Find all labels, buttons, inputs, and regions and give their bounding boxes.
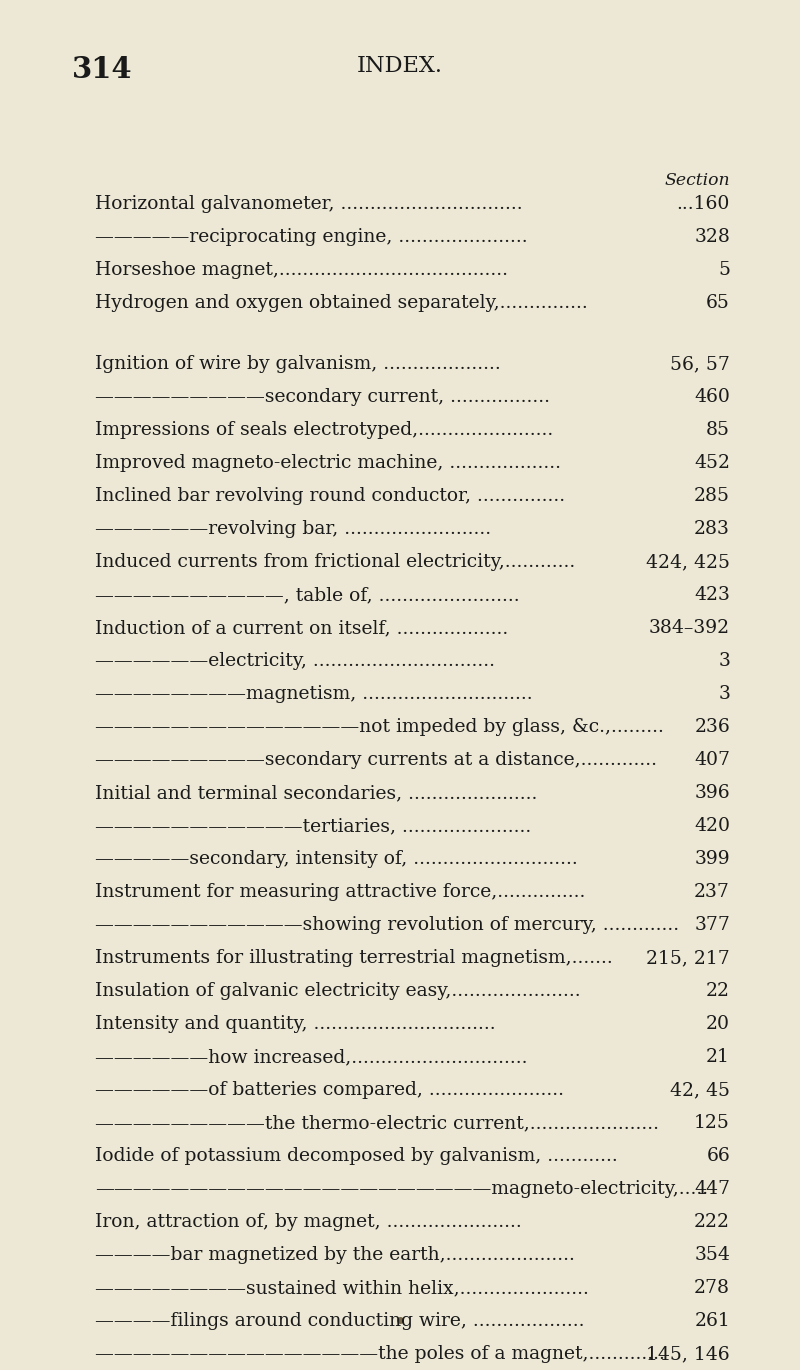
Text: 328: 328 [694, 227, 730, 247]
Text: ———————————————the poles of a magnet,.............: ———————————————the poles of a magnet,...… [95, 1345, 665, 1363]
Text: 3: 3 [718, 685, 730, 703]
Text: 407: 407 [694, 751, 730, 769]
Text: Horseshoe magnet,.......................................: Horseshoe magnet,.......................… [95, 262, 508, 279]
Text: ————filings around conducting wire, ...................: ————filings around conducting wire, ....… [95, 1312, 585, 1330]
Text: ——————electricity, ...............................: ——————electricity, .....................… [95, 652, 495, 670]
Text: ——————how increased,..............................: ——————how increased,....................… [95, 1048, 527, 1066]
Text: ...160: ...160 [677, 195, 730, 212]
Text: 5: 5 [718, 262, 730, 279]
Text: ——————of batteries compared, .......................: ——————of batteries compared, ...........… [95, 1081, 564, 1099]
Text: ———————————showing revolution of mercury, .............: ———————————showing revolution of mercury… [95, 917, 679, 934]
Text: Section: Section [664, 173, 730, 189]
Text: ————————sustained within helix,......................: ————————sustained within helix,.........… [95, 1280, 589, 1297]
Text: Iron, attraction of, by magnet, .......................: Iron, attraction of, by magnet, ........… [95, 1212, 522, 1232]
Text: 65: 65 [706, 295, 730, 312]
Text: Instruments for illustrating terrestrial magnetism,.......: Instruments for illustrating terrestrial… [95, 949, 613, 967]
Text: 396: 396 [694, 784, 730, 801]
Text: 20: 20 [706, 1015, 730, 1033]
Text: 66: 66 [706, 1147, 730, 1164]
Text: Intensity and quantity, ...............................: Intensity and quantity, ................… [95, 1015, 496, 1033]
Text: ————bar magnetized by the earth,......................: ————bar magnetized by the earth,........… [95, 1247, 575, 1265]
Text: Initial and terminal secondaries, ......................: Initial and terminal secondaries, ......… [95, 784, 538, 801]
Text: —————————————————————magneto-electricity,.....: —————————————————————magneto-electricity… [95, 1180, 708, 1197]
Text: 423: 423 [694, 586, 730, 604]
Text: —————secondary, intensity of, ............................: —————secondary, intensity of, ..........… [95, 849, 578, 869]
Text: Hydrogen and oxygen obtained separately,...............: Hydrogen and oxygen obtained separately,… [95, 295, 588, 312]
Text: 354: 354 [694, 1247, 730, 1265]
Text: 56, 57: 56, 57 [670, 355, 730, 373]
Text: ———————————tertiaries, ......................: ———————————tertiaries, .................… [95, 817, 531, 836]
Text: 314: 314 [72, 55, 133, 84]
Text: 3: 3 [718, 652, 730, 670]
Text: —————————secondary current, .................: —————————secondary current, ............… [95, 388, 550, 406]
Text: 283: 283 [694, 521, 730, 538]
Text: 460: 460 [694, 388, 730, 406]
Text: 215, 217: 215, 217 [646, 949, 730, 967]
Text: Improved magneto-electric machine, ...................: Improved magneto-electric machine, .....… [95, 453, 561, 473]
Text: Iodide of potassium decomposed by galvanism, ............: Iodide of potassium decomposed by galvan… [95, 1147, 618, 1164]
Text: 85: 85 [706, 421, 730, 438]
Text: Horizontal galvanometer, ...............................: Horizontal galvanometer, ...............… [95, 195, 522, 212]
Text: Inclined bar revolving round conductor, ...............: Inclined bar revolving round conductor, … [95, 488, 565, 506]
Text: ————————magnetism, .............................: ————————magnetism, .....................… [95, 685, 533, 703]
Text: 424, 425: 424, 425 [646, 553, 730, 571]
Text: Ignition of wire by galvanism, ....................: Ignition of wire by galvanism, .........… [95, 355, 501, 373]
Text: INDEX.: INDEX. [357, 55, 443, 77]
Text: Induced currents from frictional electricity,............: Induced currents from frictional electri… [95, 553, 575, 571]
Text: 384–392: 384–392 [649, 619, 730, 637]
Text: 261: 261 [694, 1312, 730, 1330]
Text: 452: 452 [694, 453, 730, 473]
Text: ——————————————not impeded by glass, &c.,.........: ——————————————not impeded by glass, &c.,… [95, 718, 664, 736]
Text: 377: 377 [694, 917, 730, 934]
Text: Induction of a current on itself, ...................: Induction of a current on itself, ......… [95, 619, 508, 637]
Text: 222: 222 [694, 1212, 730, 1232]
Text: Insulation of galvanic electricity easy,......................: Insulation of galvanic electricity easy,… [95, 982, 581, 1000]
Text: 42, 45: 42, 45 [670, 1081, 730, 1099]
Text: Instrument for measuring attractive force,...............: Instrument for measuring attractive forc… [95, 884, 586, 901]
Text: 399: 399 [694, 849, 730, 869]
Text: 21: 21 [706, 1048, 730, 1066]
Text: 125: 125 [694, 1114, 730, 1132]
Text: 236: 236 [694, 718, 730, 736]
Text: —————————secondary currents at a distance,.............: —————————secondary currents at a distanc… [95, 751, 657, 769]
Text: 420: 420 [694, 817, 730, 836]
Text: 278: 278 [694, 1280, 730, 1297]
Text: 22: 22 [706, 982, 730, 1000]
Text: 145, 146: 145, 146 [646, 1345, 730, 1363]
Text: ——————revolving bar, .........................: ——————revolving bar, ...................… [95, 521, 491, 538]
Text: —————reciprocating engine, ......................: —————reciprocating engine, .............… [95, 227, 528, 247]
Text: 237: 237 [694, 884, 730, 901]
Text: 447: 447 [694, 1180, 730, 1197]
Text: Impressions of seals electrotyped,.......................: Impressions of seals electrotyped,......… [95, 421, 554, 438]
Text: 285: 285 [694, 488, 730, 506]
Text: ——————————, table of, ........................: ——————————, table of, ..................… [95, 586, 520, 604]
Text: —————————the thermo-electric current,......................: —————————the thermo-electric current,...… [95, 1114, 659, 1132]
